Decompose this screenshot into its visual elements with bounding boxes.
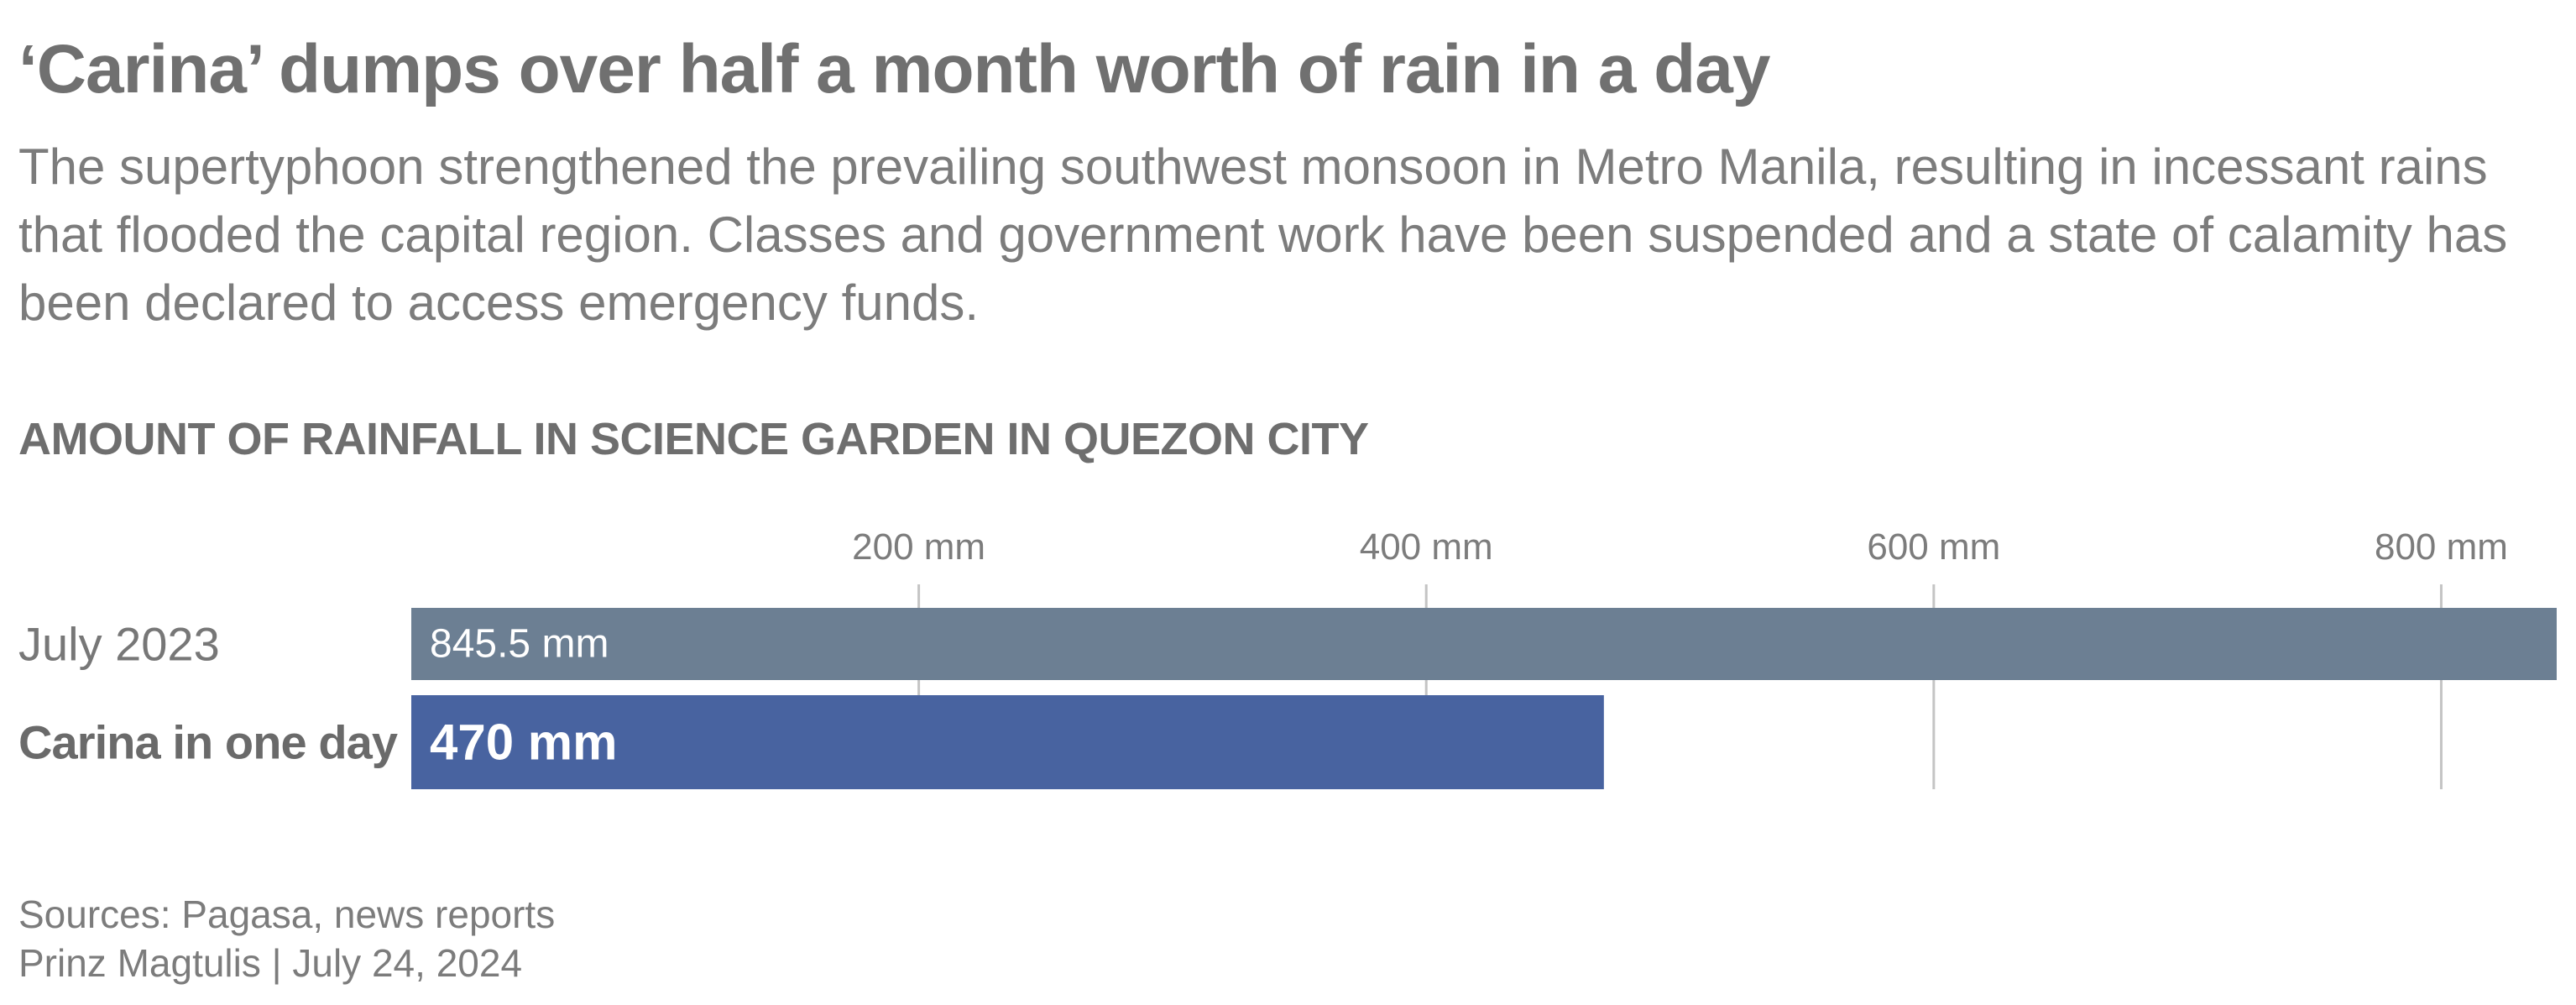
byline: Prinz Magtulis | July 24, 2024: [18, 941, 523, 985]
labels: 200 mm 400 mm 600 mm 800 mm 845.5 mm July 202…: [18, 526, 2508, 771]
chart-headline: ‘Carina’ dumps over half a month worth o…: [18, 31, 1770, 107]
chart-section-title: AMOUNT OF RAINFALL IN SCIENCE GARDEN IN …: [18, 414, 1369, 464]
x-tick-label: 200 mm: [852, 526, 985, 568]
x-tick-label: 600 mm: [1867, 526, 2000, 568]
x-tick-label: 400 mm: [1360, 526, 1493, 568]
category-label: July 2023: [18, 618, 220, 671]
bars: [411, 608, 2557, 789]
sources-note: Sources: Pagasa, news reports: [18, 892, 556, 936]
chart-description: The supertyphoon strengthened the prevai…: [18, 139, 2508, 331]
footer: Sources: Pagasa, news reports Prinz Magt…: [18, 890, 555, 987]
bar-value-label: 470 mm: [430, 714, 617, 771]
rainfall-bar-chart: 200 mm 400 mm 600 mm 800 mm 845.5 mm July 202…: [18, 526, 2557, 789]
bar-value-label: 845.5 mm: [430, 622, 609, 667]
category-label: Carina in one day: [18, 716, 398, 769]
x-tick-label: 800 mm: [2375, 526, 2508, 568]
bar: [411, 608, 2557, 680]
bar: [411, 695, 1604, 789]
